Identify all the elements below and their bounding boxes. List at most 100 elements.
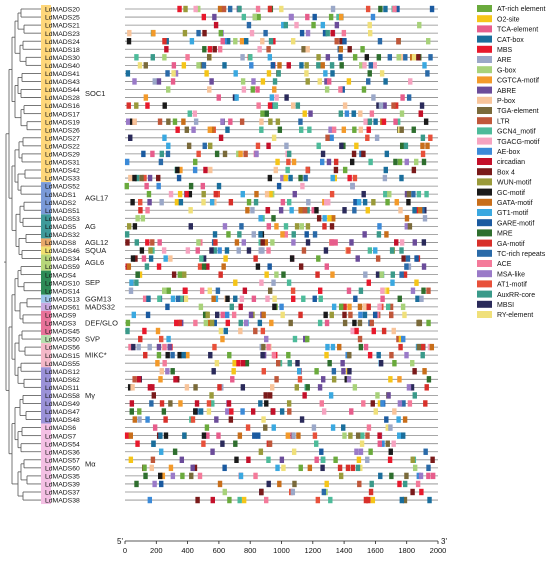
cis-element-mark	[412, 239, 417, 246]
cis-element-mark	[365, 207, 370, 214]
cis-element-mark	[369, 319, 374, 327]
cis-element-mark	[326, 158, 332, 166]
gene-label: LdMADS37	[45, 490, 80, 497]
cis-element-mark	[402, 271, 408, 278]
cis-element-mark	[396, 416, 401, 423]
cis-element-mark	[389, 247, 395, 254]
cis-element-mark	[338, 54, 343, 61]
legend-label: TGA-element	[497, 108, 539, 115]
gene-label: LdMADS26	[45, 127, 80, 134]
gene-label: LdMADS53	[45, 216, 80, 223]
cis-element-mark	[145, 207, 150, 214]
cis-element-mark	[327, 215, 332, 222]
cis-element-mark	[163, 416, 168, 423]
cis-element-mark	[162, 360, 167, 367]
cis-element-mark	[124, 182, 129, 190]
cis-element-mark	[163, 432, 169, 439]
cis-element-mark	[145, 239, 150, 246]
cis-element-mark	[173, 70, 179, 77]
cis-element-mark	[346, 287, 352, 294]
cis-element-mark	[233, 295, 238, 302]
cis-element-mark	[305, 239, 311, 246]
cis-element-mark	[267, 287, 273, 294]
cis-element-mark	[163, 255, 168, 262]
cis-element-mark	[327, 360, 332, 367]
cis-element-mark	[333, 239, 338, 246]
cis-element-mark	[258, 231, 263, 238]
cis-element-mark	[225, 126, 230, 133]
cis-element-mark	[303, 174, 308, 182]
cis-element-mark	[195, 496, 200, 504]
cis-element-mark	[260, 110, 265, 117]
cis-element-mark	[152, 78, 157, 85]
gene-label: LdMADS13	[45, 296, 80, 303]
gene-label: LdMADS6	[45, 425, 76, 432]
cis-element-mark	[151, 440, 156, 447]
cis-element-mark	[266, 142, 271, 150]
cis-element-mark	[241, 86, 247, 93]
subfamily-color-box	[41, 335, 51, 344]
cis-element-mark	[255, 5, 261, 13]
cis-element-mark	[254, 150, 259, 158]
cis-element-mark	[288, 319, 293, 327]
legend-swatch	[477, 117, 492, 125]
cis-element-mark	[352, 126, 357, 133]
cis-element-mark	[249, 62, 254, 69]
cis-element-mark	[212, 247, 217, 254]
cis-element-mark	[202, 142, 207, 150]
cis-element-mark	[202, 311, 208, 319]
cis-element-mark	[271, 134, 277, 141]
cis-element-mark	[308, 110, 313, 117]
position-axis: 0 200 400 600 800 1000 1200 1400 1600 1800 2000 5' 3…	[117, 537, 447, 555]
cis-element-mark	[288, 174, 293, 182]
cis-element-mark	[206, 408, 212, 415]
cis-element-mark	[125, 327, 130, 335]
cis-element-mark	[314, 368, 319, 375]
cis-element-mark	[229, 408, 234, 415]
cis-element-mark	[142, 295, 148, 302]
cis-element-mark	[373, 247, 378, 254]
cis-element-mark	[418, 472, 424, 480]
cis-element-mark	[214, 150, 220, 158]
cis-element-mark	[267, 263, 272, 270]
legend-swatch	[477, 158, 492, 165]
cis-element-mark	[178, 295, 184, 302]
cis-element-mark	[199, 255, 204, 262]
cis-element-mark	[392, 5, 397, 13]
cis-element-mark	[376, 102, 381, 109]
cis-element-mark	[261, 343, 266, 351]
cis-element-mark	[207, 319, 212, 327]
cis-element-mark	[383, 5, 388, 13]
legend-label: AT1-motif	[497, 282, 527, 289]
cis-element-mark	[423, 400, 428, 407]
cis-element-mark	[158, 432, 163, 439]
legend-swatch	[477, 5, 492, 12]
cis-element-mark	[312, 295, 317, 302]
cis-element-mark	[238, 472, 244, 480]
cis-element-mark	[233, 38, 238, 45]
legend-swatch	[477, 280, 492, 288]
cis-element-mark	[260, 38, 265, 45]
cis-element-mark	[384, 416, 389, 423]
cis-element-mark	[387, 456, 393, 463]
cis-element-mark	[388, 448, 393, 455]
cis-element-mark	[210, 400, 215, 407]
cis-element-mark	[225, 38, 231, 45]
cis-element-mark	[218, 134, 224, 141]
cis-element-mark	[213, 21, 219, 29]
cis-element-mark	[420, 351, 425, 359]
cis-element-mark	[223, 255, 228, 262]
cis-element-mark	[238, 150, 243, 158]
cis-element-mark	[283, 231, 288, 238]
cis-element-mark	[394, 199, 399, 206]
cis-element-mark	[399, 271, 404, 278]
cis-element-mark	[367, 351, 373, 359]
legend-label: TC-rich repeats	[497, 251, 546, 258]
gene-label: LdMADS23	[45, 31, 80, 38]
cis-element-mark	[331, 368, 337, 375]
cis-element-mark	[166, 287, 171, 294]
cis-element-mark	[407, 223, 413, 230]
cis-element-mark	[362, 311, 368, 319]
cis-element-mark	[384, 231, 389, 238]
